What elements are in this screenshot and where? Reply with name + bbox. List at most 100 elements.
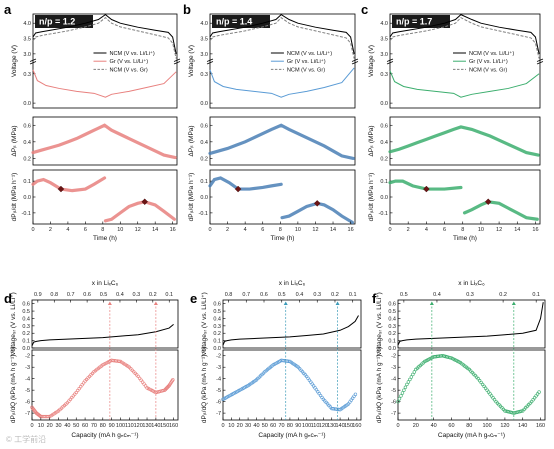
x-tick-label: 6 bbox=[261, 227, 264, 233]
y-tick-label: -4 bbox=[391, 377, 396, 383]
y-tick-label: 0.6 bbox=[23, 123, 31, 129]
voltage-axis-label: Voltage (V) bbox=[188, 45, 195, 77]
y-tick-label: 0.5 bbox=[388, 309, 396, 315]
y-tick-label: 3.0 bbox=[380, 52, 388, 58]
y-tick-label: 0.3 bbox=[200, 72, 208, 78]
voltage-series-0 bbox=[209, 13, 355, 54]
y-tick-label: -6 bbox=[391, 400, 396, 406]
x-tick-label: 20 bbox=[47, 423, 53, 429]
x-tick-label: 2 bbox=[226, 227, 229, 233]
rate-axis-label: dPᵢₜ/dt (MPa h⁻¹) bbox=[368, 173, 375, 222]
panel-b: b n/p = 1.4 4.0 3.5 3.0 0.3 0.0 Voltage (V) NCM … bbox=[183, 2, 359, 242]
dpdq-point bbox=[532, 396, 537, 400]
panel-letter: f bbox=[372, 291, 377, 306]
dpdq-point bbox=[507, 410, 512, 414]
dpdq-point bbox=[442, 354, 446, 358]
x-tick-label: 130 bbox=[327, 423, 336, 429]
dpdq-point bbox=[77, 386, 81, 391]
x-tick-label: 0 bbox=[30, 423, 33, 429]
dpdq-point bbox=[81, 381, 86, 385]
top-tick-label: 0.2 bbox=[499, 292, 507, 298]
top-tick-label: 0.4 bbox=[116, 292, 124, 298]
dpdq-point bbox=[446, 355, 451, 359]
rate-marker-1 bbox=[484, 198, 492, 206]
x-tick-label: 14 bbox=[152, 227, 158, 233]
y-tick-label: 3.0 bbox=[23, 52, 31, 58]
watermark: © 工学前沿 bbox=[6, 434, 46, 444]
y-tick-label: -0.1 bbox=[379, 211, 388, 217]
y-tick-label: 3.5 bbox=[200, 37, 208, 43]
y-tick-label: 0.4 bbox=[213, 316, 221, 322]
voltage-frame bbox=[31, 299, 179, 349]
dpdq-point bbox=[160, 389, 164, 393]
dpdq-point bbox=[482, 384, 486, 389]
dpdq-point bbox=[158, 389, 163, 394]
pressure-axis-label: ΔPᵢₜ (MPa) bbox=[368, 125, 375, 156]
top-tick-label: 0.8 bbox=[225, 292, 233, 298]
dpdq-point bbox=[477, 378, 482, 383]
top-tick-label: 0.4 bbox=[296, 292, 304, 298]
dpdq-frame bbox=[397, 349, 546, 421]
x-tick-label: 100 bbox=[482, 423, 491, 429]
dpdq-point bbox=[492, 398, 497, 402]
x-axis-label: Time (h) bbox=[271, 235, 295, 242]
legend-label: Gr (V vs. Li/Li⁺) bbox=[287, 58, 326, 65]
rate-marker-0 bbox=[423, 185, 430, 193]
pressure-frame bbox=[209, 116, 356, 166]
dpdq-point bbox=[399, 394, 403, 398]
dpdq-point bbox=[443, 354, 448, 359]
voltage-frame bbox=[389, 13, 541, 109]
x-tick-label: 0 bbox=[388, 227, 391, 233]
x-tick-label: 8 bbox=[101, 227, 104, 233]
voltage-axis-label: Voltage₉ᵣ (V vs. Li/Li⁺) bbox=[201, 292, 208, 356]
legend-label: Gr (V vs. Li/Li⁺) bbox=[109, 58, 148, 65]
y-tick-label: 0.2 bbox=[22, 331, 30, 337]
y-tick-label: 0.6 bbox=[22, 302, 30, 308]
dpdq-axis-label: dPᵢₜ/dQ (kPa (mA h g⁻¹)⁻¹) bbox=[201, 347, 208, 423]
top-tick-label: 0.5 bbox=[278, 292, 286, 298]
x-tick-label: 100 bbox=[116, 423, 125, 429]
x-tick-label: 130 bbox=[142, 423, 151, 429]
y-tick-label: 4.0 bbox=[200, 21, 208, 27]
y-tick-label: -7 bbox=[391, 411, 396, 417]
voltage-axis-label: Voltage₉ᵣ (V vs. Li/Li⁺) bbox=[376, 292, 383, 356]
top-tick-label: 0.1 bbox=[532, 292, 540, 298]
voltage-frame bbox=[222, 299, 362, 349]
y-tick-label: 0.5 bbox=[22, 309, 30, 315]
x-tick-label: 0 bbox=[396, 423, 399, 429]
legend-label: NCM (V vs. Li/Li⁺) bbox=[469, 50, 514, 57]
voltage-series-0 bbox=[32, 13, 177, 54]
x-tick-label: 10 bbox=[295, 227, 301, 233]
x-tick-label: 80 bbox=[466, 423, 472, 429]
dpdq-point bbox=[406, 380, 411, 384]
rate-marker-0 bbox=[234, 185, 242, 193]
top-tick-label: 0.1 bbox=[349, 292, 357, 298]
dpdq-point bbox=[405, 382, 409, 387]
x-tick-label: 60 bbox=[82, 423, 88, 429]
top-tick-label: 0.1 bbox=[165, 292, 173, 298]
y-tick-label: 0.3 bbox=[213, 324, 221, 330]
x-tick-label: 100 bbox=[302, 423, 311, 429]
x-tick-label: 16 bbox=[170, 227, 176, 233]
x-tick-label: 150 bbox=[344, 423, 353, 429]
dpdq-point bbox=[504, 409, 509, 413]
y-tick-label: -4 bbox=[25, 377, 30, 383]
y-tick-label: -3 bbox=[216, 365, 221, 371]
voltage-series-0 bbox=[397, 302, 544, 346]
x-tick-label: 30 bbox=[55, 423, 61, 429]
dpdq-point bbox=[396, 399, 400, 404]
top-tick-label: 0.3 bbox=[133, 292, 141, 298]
x-tick-label: 50 bbox=[262, 423, 268, 429]
dpdq-point bbox=[286, 359, 291, 363]
top-axis-label: x in LiₓC₆ bbox=[279, 280, 306, 287]
axis-break-mark bbox=[29, 61, 37, 65]
x-tick-label: 0 bbox=[221, 423, 224, 429]
x-tick-label: 12 bbox=[496, 227, 502, 233]
pressure-frame bbox=[389, 116, 541, 166]
dpdq-point bbox=[353, 392, 358, 397]
rate-frame bbox=[389, 169, 541, 225]
dpdq-point bbox=[519, 409, 523, 413]
